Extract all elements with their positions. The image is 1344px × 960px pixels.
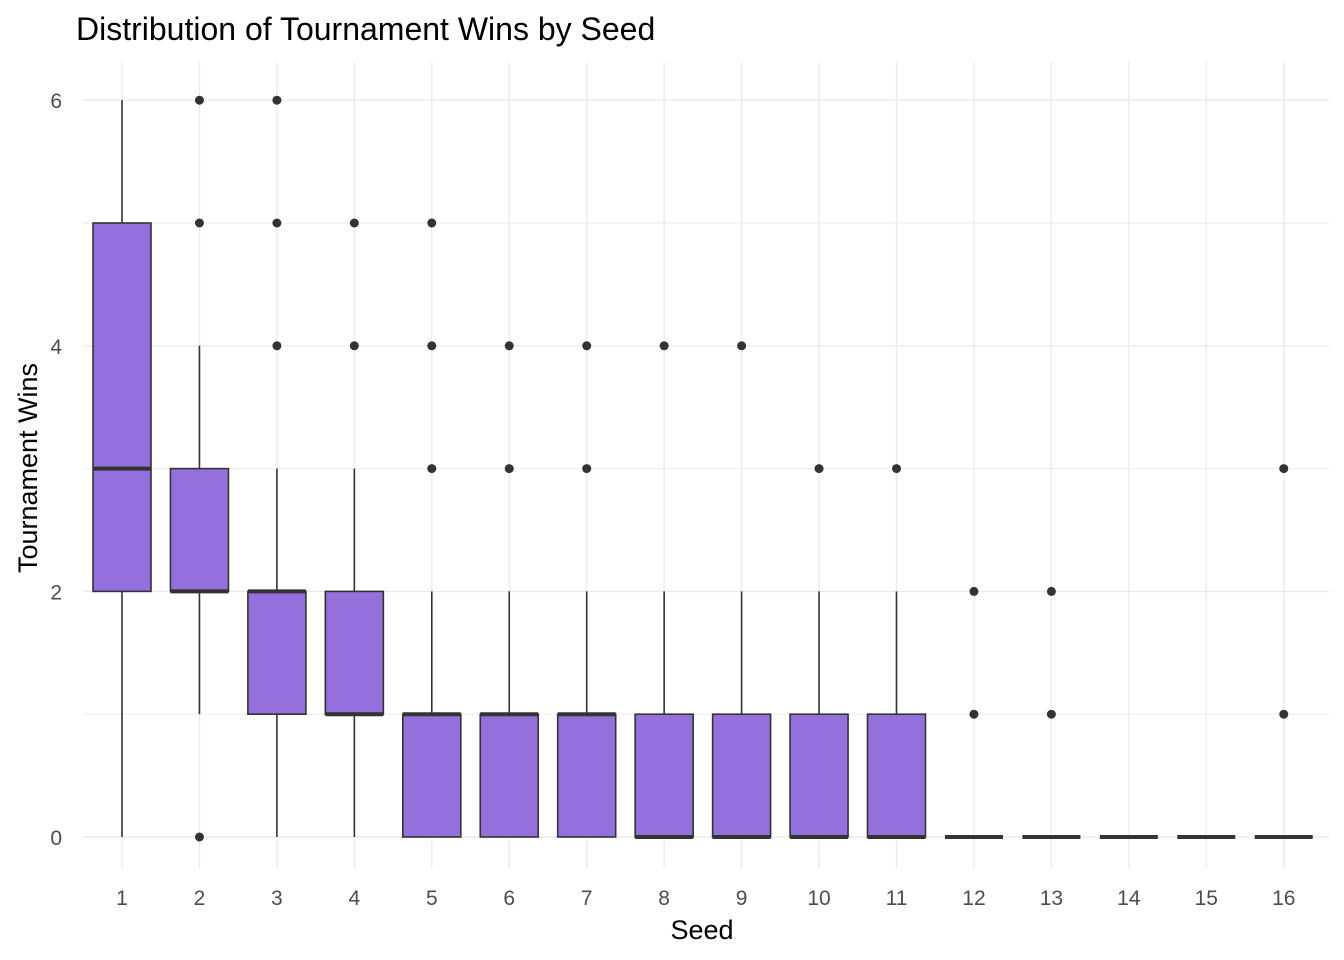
box-seed-6 [479,341,540,838]
outlier-point [194,95,204,105]
iqr-box [866,713,927,838]
y-tick-label: 0 [50,827,62,850]
box-seed-16 [1254,464,1313,839]
iqr-box [711,713,772,838]
box-seed-11 [866,464,927,839]
outlier-point [272,218,282,228]
iqr-box [169,467,230,593]
outlier-point [272,341,282,351]
outlier-point [659,341,669,351]
y-tick-label: 6 [50,90,62,113]
box-seed-10 [789,464,849,839]
iqr-box [789,713,849,838]
outlier-point [814,464,824,474]
y-tick-label: 4 [50,336,62,359]
box-series [92,95,1313,842]
box-seed-1 [92,100,152,837]
iqr-box [634,713,694,838]
outlier-point [969,586,979,596]
x-tick-label: 8 [658,887,670,910]
x-tick-label: 15 [1195,887,1218,910]
outlier-point [969,709,979,719]
outlier-point [349,218,359,228]
grid-lines [83,62,1329,868]
outlier-point [349,341,359,351]
box-seed-5 [401,218,462,838]
outlier-point [1046,586,1056,596]
box-seed-2 [169,95,230,842]
outlier-point [504,464,514,474]
x-tick-label: 13 [1040,887,1063,910]
outlier-point [1046,709,1056,719]
outlier-point [272,95,282,105]
outlier-point [194,218,204,228]
y-tick-label: 2 [50,581,62,604]
x-tick-label: 2 [194,887,206,910]
box-seed-8 [634,341,694,839]
iqr-box [556,713,617,838]
x-tick-label: 6 [503,887,515,910]
outlier-point [427,218,437,228]
box-seed-13 [1022,586,1081,839]
x-tick-label: 7 [581,887,593,910]
outlier-point [194,832,204,842]
x-tick-label: 9 [736,887,748,910]
box-seed-7 [556,341,617,838]
box-seed-9 [711,341,772,839]
y-axis-title: Tournament Wins [13,363,43,573]
iqr-box [92,222,152,593]
outlier-point [582,464,592,474]
x-tick-label: 14 [1117,887,1141,910]
iqr-box [479,713,540,838]
outlier-point [427,341,437,351]
x-tick-label: 10 [807,887,830,910]
outlier-point [1279,709,1289,719]
x-tick-label: 11 [886,887,908,910]
x-tick-label: 4 [349,887,361,910]
outlier-point [427,464,437,474]
outlier-point [1279,464,1289,474]
x-tick-label: 3 [271,887,283,910]
outlier-point [582,341,592,351]
x-tick-label: 16 [1272,887,1295,910]
x-tick-label: 5 [426,887,438,910]
x-axis-title: Seed [670,915,733,945]
outlier-point [504,341,514,351]
x-tick-label: 1 [116,887,128,910]
x-tick-label: 12 [962,887,985,910]
outlier-point [737,341,747,351]
x-axis-ticks: 1 2 3 4 5 6 7 8 9 10 11 12 13 14 15 16 [116,887,1295,910]
chart-title: Distribution of Tournament Wins by Seed [76,11,655,47]
outlier-point [892,464,901,474]
iqr-box [401,713,462,838]
y-axis-ticks: 0 2 4 6 [50,90,62,850]
box-seed-4 [324,218,385,837]
iqr-box [324,590,385,716]
iqr-box [247,590,307,716]
box-seed-12 [944,586,1003,839]
box-seed-3 [247,95,307,837]
